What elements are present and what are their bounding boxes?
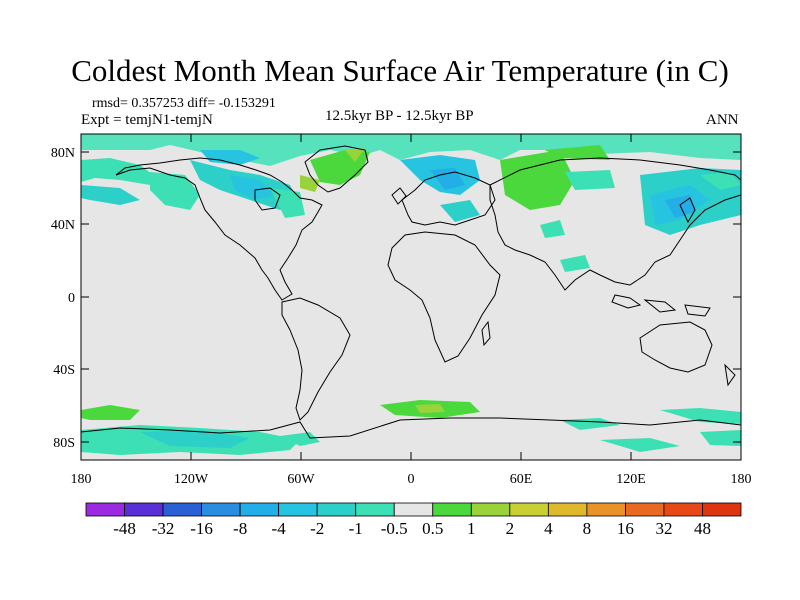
colorbar-swatch <box>162 502 202 517</box>
colorbar-swatch <box>432 502 472 517</box>
x-tick-label: 60W <box>287 472 315 487</box>
colorbar-label: 16 <box>617 519 634 538</box>
stats-text: rmsd= 0.357253 diff= -0.153291 <box>92 96 276 111</box>
colorbar-swatch <box>201 502 241 517</box>
y-tick-label: 80S <box>53 436 75 451</box>
colorbar-swatch <box>124 502 164 517</box>
season-label: ANN <box>706 112 739 128</box>
colorbar-label: 2 <box>506 519 515 538</box>
colorbar-label: -48 <box>113 519 136 538</box>
colorbar-swatch <box>85 502 125 517</box>
colorbar-label: -2 <box>310 519 324 538</box>
colorbar-swatch <box>663 502 703 517</box>
x-tick-label: 120E <box>616 472 646 487</box>
colorbar-swatch <box>547 502 588 517</box>
x-tick-label: 180 <box>71 472 92 487</box>
axis-ticks <box>80 134 742 460</box>
colorbar-swatch <box>625 502 665 517</box>
period-label: 12.5kyr BP - 12.5kyr BP <box>325 108 474 124</box>
colorbar-label: -16 <box>190 519 213 538</box>
y-tick-label: 80N <box>51 146 75 161</box>
colorbar-swatch <box>316 502 357 517</box>
map-title: Coldest Month Mean Surface Air Temperatu… <box>71 53 729 88</box>
colorbar-swatch <box>586 502 626 517</box>
x-tick-label: 60E <box>510 472 533 487</box>
colorbar-label: -8 <box>233 519 247 538</box>
x-tick-label: 180 <box>731 472 752 487</box>
colorbar-swatch <box>509 502 549 517</box>
colorbar-label: -4 <box>272 519 287 538</box>
x-tick-label: 120W <box>174 472 209 487</box>
x-tick-label: 0 <box>408 472 415 487</box>
colorbar-swatch <box>355 502 395 517</box>
colorbar-label: 4 <box>544 519 553 538</box>
colorbar-label: -1 <box>349 519 363 538</box>
colorbar-swatch <box>239 502 280 517</box>
y-tick-label: 40S <box>53 363 75 378</box>
colorbar-labels: -48 -32 -16 -8 -4 -2 -1 -0.5 0.5 1 2 4 8 16 32 48 <box>113 519 711 538</box>
colorbar-label: 32 <box>655 519 672 538</box>
colorbar-label: 48 <box>694 519 711 538</box>
coastlines <box>81 145 741 439</box>
colorbar-swatch <box>702 502 742 517</box>
y-tick-label: 0 <box>68 291 75 306</box>
colorbar-swatch <box>278 502 318 517</box>
colorbar-swatch <box>470 502 511 517</box>
colorbar-label: 8 <box>583 519 592 538</box>
colorbar-label: 0.5 <box>422 519 443 538</box>
colorbar-label: -0.5 <box>381 519 408 538</box>
y-tick-label: 40N <box>51 218 75 233</box>
colorbar-swatch <box>393 502 434 517</box>
colorbar-label: 1 <box>467 519 476 538</box>
experiment-label: Expt = temjN1-temjN <box>81 112 213 128</box>
colorbar <box>85 502 742 517</box>
colorbar-label: -32 <box>152 519 175 538</box>
anomaly-fields <box>81 134 741 455</box>
